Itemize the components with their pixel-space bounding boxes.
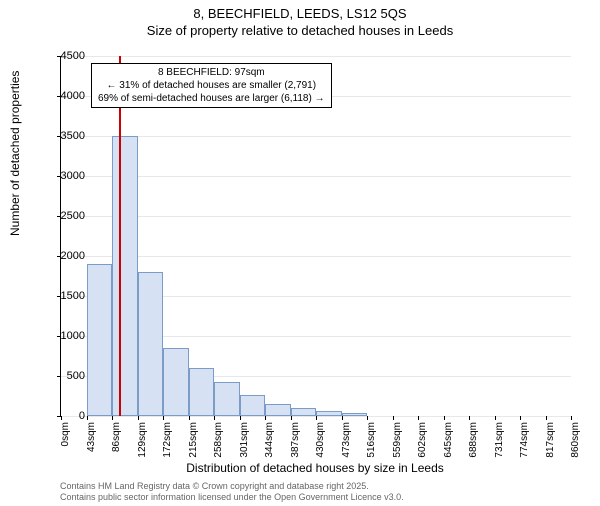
property-size-marker: [119, 56, 121, 416]
xtick-mark: [291, 416, 292, 420]
xtick-mark: [87, 416, 88, 420]
xtick-mark: [418, 416, 419, 420]
gridline: [61, 136, 571, 137]
gridline: [61, 216, 571, 217]
xtick-mark: [316, 416, 317, 420]
xtick-mark: [163, 416, 164, 420]
xtick-label: 0sqm: [60, 422, 71, 460]
xtick-mark: [214, 416, 215, 420]
xtick-label: 172sqm: [162, 422, 173, 460]
xtick-label: 301sqm: [239, 422, 250, 460]
xtick-label: 86sqm: [111, 422, 122, 460]
xtick-label: 43sqm: [86, 422, 97, 460]
xtick-mark: [469, 416, 470, 420]
histogram-bar: [87, 264, 113, 416]
xtick-label: 645sqm: [443, 422, 454, 460]
xtick-label: 731sqm: [494, 422, 505, 460]
xtick-label: 688sqm: [468, 422, 479, 460]
xtick-label: 559sqm: [392, 422, 403, 460]
xtick-label: 473sqm: [341, 422, 352, 460]
attribution-line1: Contains HM Land Registry data © Crown c…: [60, 481, 404, 492]
ytick-label: 2000: [45, 250, 85, 262]
xtick-label: 860sqm: [570, 422, 581, 460]
xtick-mark: [520, 416, 521, 420]
callout-line2: ← 31% of detached houses are smaller (2,…: [98, 79, 325, 92]
ytick-label: 3500: [45, 130, 85, 142]
chart-title-line1: 8, BEECHFIELD, LEEDS, LS12 5QS: [0, 6, 600, 21]
xtick-mark: [240, 416, 241, 420]
ytick-label: 3000: [45, 170, 85, 182]
xtick-mark: [571, 416, 572, 420]
histogram-bar: [163, 348, 189, 416]
xtick-label: 430sqm: [315, 422, 326, 460]
xtick-mark: [112, 416, 113, 420]
ytick-label: 500: [45, 370, 85, 382]
chart-title-line2: Size of property relative to detached ho…: [0, 23, 600, 38]
histogram-bar: [138, 272, 164, 416]
xtick-mark: [546, 416, 547, 420]
xtick-mark: [342, 416, 343, 420]
gridline: [61, 56, 571, 57]
xtick-label: 774sqm: [519, 422, 530, 460]
xtick-mark: [189, 416, 190, 420]
xtick-label: 817sqm: [545, 422, 556, 460]
gridline: [61, 176, 571, 177]
histogram-bar: [316, 411, 342, 416]
xtick-mark: [138, 416, 139, 420]
xtick-label: 387sqm: [290, 422, 301, 460]
histogram-bar: [291, 408, 317, 416]
xtick-mark: [444, 416, 445, 420]
xtick-label: 516sqm: [366, 422, 377, 460]
chart-plot-area: 8 BEECHFIELD: 97sqm← 31% of detached hou…: [60, 56, 571, 417]
callout-box: 8 BEECHFIELD: 97sqm← 31% of detached hou…: [91, 63, 332, 108]
xtick-mark: [367, 416, 368, 420]
xtick-mark: [495, 416, 496, 420]
xtick-label: 344sqm: [264, 422, 275, 460]
xtick-label: 602sqm: [417, 422, 428, 460]
xtick-label: 129sqm: [137, 422, 148, 460]
ytick-label: 1000: [45, 330, 85, 342]
attribution-text: Contains HM Land Registry data © Crown c…: [60, 481, 404, 503]
histogram-bar: [265, 404, 291, 416]
xtick-mark: [393, 416, 394, 420]
histogram-bar: [189, 368, 215, 416]
ytick-label: 2500: [45, 210, 85, 222]
histogram-bar: [342, 413, 368, 416]
y-axis-label: Number of detached properties: [8, 71, 22, 236]
xtick-label: 215sqm: [188, 422, 199, 460]
attribution-line2: Contains public sector information licen…: [60, 492, 404, 503]
x-axis-label: Distribution of detached houses by size …: [60, 461, 570, 475]
histogram-bar: [112, 136, 138, 416]
xtick-mark: [265, 416, 266, 420]
callout-line3: 69% of semi-detached houses are larger (…: [98, 92, 325, 105]
ytick-label: 1500: [45, 290, 85, 302]
xtick-label: 258sqm: [213, 422, 224, 460]
gridline: [61, 256, 571, 257]
callout-line1: 8 BEECHFIELD: 97sqm: [98, 66, 325, 79]
histogram-bar: [240, 395, 266, 416]
ytick-label: 4000: [45, 90, 85, 102]
histogram-bar: [214, 382, 240, 416]
ytick-label: 0: [45, 410, 85, 422]
ytick-label: 4500: [45, 50, 85, 62]
